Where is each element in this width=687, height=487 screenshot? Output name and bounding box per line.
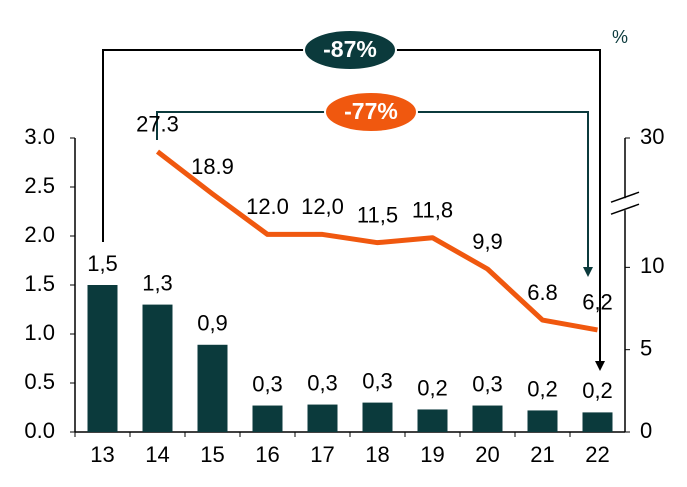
bar [362, 402, 393, 432]
line-value-label: 11,8 [412, 198, 453, 223]
bar [87, 285, 118, 432]
bar-value-label: 0,3 [362, 368, 393, 393]
axis-break [610, 191, 640, 203]
bar-value-label: 0,9 [197, 311, 228, 336]
x-tick-label: 14 [145, 442, 169, 467]
bar-value-label: 0,3 [472, 371, 503, 396]
y-tick-label: 2.5 [24, 173, 55, 198]
bar [527, 410, 558, 432]
line-value-label: 18.9 [191, 154, 234, 179]
annotation: -77% [344, 98, 398, 124]
bar-value-label: 1,3 [142, 270, 173, 295]
y2-tick-label: 5 [640, 335, 652, 360]
unit-label: % [612, 27, 628, 47]
bar [582, 412, 613, 432]
y-tick-label: 0.0 [24, 418, 55, 443]
x-tick-label: 19 [420, 442, 444, 467]
bar-value-label: 0,3 [307, 370, 338, 395]
x-tick-label: 15 [200, 442, 224, 467]
line-value-label: 9,9 [472, 229, 503, 254]
line [155, 149, 598, 333]
x-tick-label: 22 [585, 442, 609, 467]
y-tick-label: 3.0 [24, 124, 55, 149]
y-tick-label: 1.0 [24, 320, 55, 345]
annotation: -87% [323, 36, 377, 62]
x-tick-label: 17 [310, 442, 334, 467]
bar [142, 304, 173, 432]
line-value-label: 6,2 [582, 290, 613, 315]
x-tick-label: 20 [475, 442, 499, 467]
bar-value-label: 0,2 [527, 376, 558, 401]
y-tick-label: 0.5 [24, 369, 55, 394]
axis-break [610, 203, 640, 215]
bar-value-label: 0,2 [582, 378, 613, 403]
bar [197, 344, 228, 432]
y-tick-label: 2.0 [24, 222, 55, 247]
line-value-label: 6.8 [527, 280, 558, 305]
line-value-label: 27.3 [136, 111, 179, 136]
bar-value-label: 0,3 [252, 371, 283, 396]
bar [307, 404, 338, 432]
annotation-bubble [324, 91, 418, 133]
y2-tick-label: 10 [640, 253, 664, 278]
bar [417, 409, 448, 432]
bar [472, 405, 503, 432]
x-tick-label: 21 [530, 442, 554, 467]
bracket-77 [156, 111, 593, 277]
y2-tick-label: 30 [640, 124, 664, 149]
line-value-label: 11,5 [357, 202, 398, 227]
line-value-label: 12.0 [246, 194, 289, 219]
line-value-label: 12,0 [301, 194, 344, 219]
bar-value-label: 0,2 [417, 375, 448, 400]
y-tick-label: 1.5 [24, 271, 55, 296]
bar [252, 405, 283, 432]
annotation-bubble [303, 29, 397, 71]
bar-value-label: 1,5 [87, 251, 118, 276]
x-tick-label: 13 [90, 442, 114, 467]
x-tick-label: 18 [365, 442, 389, 467]
x-tick-label: 16 [255, 442, 279, 467]
y2-tick-label: 0 [640, 418, 652, 443]
